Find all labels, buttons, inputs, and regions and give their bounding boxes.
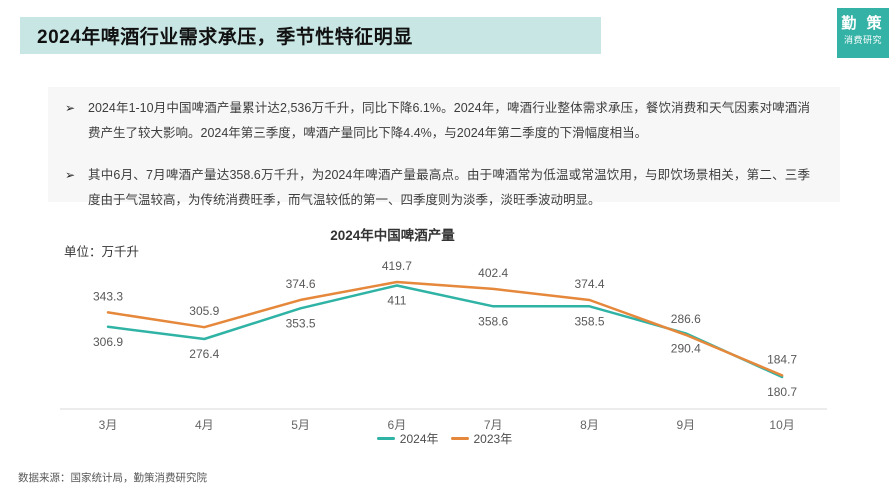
legend-item-2023[interactable]: 2023年 (450, 430, 513, 447)
bullet-item: ➢ 2024年1-10月中国啤酒产量累计达2,536万千升，同比下降6.1%。2… (65, 96, 810, 146)
bullet-text: 2024年1-10月中国啤酒产量累计达2,536万千升，同比下降6.1%。202… (88, 101, 810, 140)
data-label-2024年: 411 (387, 294, 406, 308)
data-label-2023年: 184.7 (767, 352, 797, 366)
x-axis-tick-label: 9月 (676, 418, 695, 432)
legend-label: 2023年 (473, 431, 513, 446)
x-axis-tick-label: 7月 (484, 418, 503, 432)
data-label-2023年: 374.4 (574, 277, 604, 291)
x-axis-tick-label: 3月 (99, 418, 118, 432)
x-axis-tick-label: 8月 (580, 418, 599, 432)
data-label-2023年: 402.4 (478, 266, 508, 280)
data-label-2024年: 276.4 (189, 347, 219, 361)
data-source-note: 数据来源：国家统计局，勤策消费研究院 (18, 472, 207, 484)
arrow-bullet-icon: ➢ (65, 101, 76, 115)
data-label-2023年: 419.7 (382, 259, 412, 273)
chart-unit-label: 单位：万千升 (64, 245, 140, 259)
data-label-2024年: 358.6 (478, 314, 508, 328)
summary-panel: ➢ 2024年1-10月中国啤酒产量累计达2,536万千升，同比下降6.1%。2… (48, 87, 840, 207)
x-axis-tick-label: 10月 (769, 418, 794, 432)
x-axis-tick-label: 5月 (291, 418, 310, 432)
series-line-2023年 (106, 280, 784, 377)
data-label-2024年: 180.7 (767, 385, 797, 399)
legend-line-swatch-2024 (376, 436, 395, 440)
data-label-2023年: 343.3 (93, 289, 123, 303)
series-line-2024年 (106, 284, 784, 379)
data-label-2024年: 353.5 (286, 316, 316, 330)
logo-subtitle: 消费研究 (843, 35, 882, 45)
chart-legend: 2024年 2023年 (0, 430, 889, 446)
chart-title: 2024年中国啤酒产量 (330, 228, 455, 243)
data-label-2023年: 374.6 (286, 277, 316, 291)
beer-production-line-chart: 3月 4月 5月 6月 7月 8月 9月 10月 306.9 276.4 353.5 411 358.6… (60, 259, 827, 432)
x-axis-tick-label: 4月 (195, 418, 214, 432)
legend-item-2024[interactable]: 2024年 (376, 430, 439, 447)
bullet-item: ➢ 其中6月、7月啤酒产量达358.6万千升，为2024年啤酒产量最高点。由于啤… (65, 163, 810, 213)
data-label-2024年: 358.5 (574, 314, 604, 328)
data-label-2024年: 290.4 (671, 341, 701, 355)
data-label-2023年: 286.6 (671, 312, 701, 326)
slide-title-banner: 2024年啤酒行业需求承压，季节性特征明显 (20, 17, 601, 54)
data-label-2024年: 306.9 (93, 335, 123, 349)
page-title: 2024年啤酒行业需求承压，季节性特征明显 (37, 27, 413, 48)
logo-mark: 勤 策 消费研究 (837, 8, 889, 58)
legend-label: 2024年 (399, 431, 439, 446)
x-axis-tick-label: 6月 (388, 418, 407, 432)
legend-line-swatch-2023 (450, 436, 469, 440)
logo-name: 勤 策 (841, 15, 885, 32)
arrow-bullet-icon: ➢ (65, 168, 76, 182)
data-label-2023年: 305.9 (189, 304, 219, 318)
bullet-text: 其中6月、7月啤酒产量达358.6万千升，为2024年啤酒产量最高点。由于啤酒常… (88, 168, 810, 207)
